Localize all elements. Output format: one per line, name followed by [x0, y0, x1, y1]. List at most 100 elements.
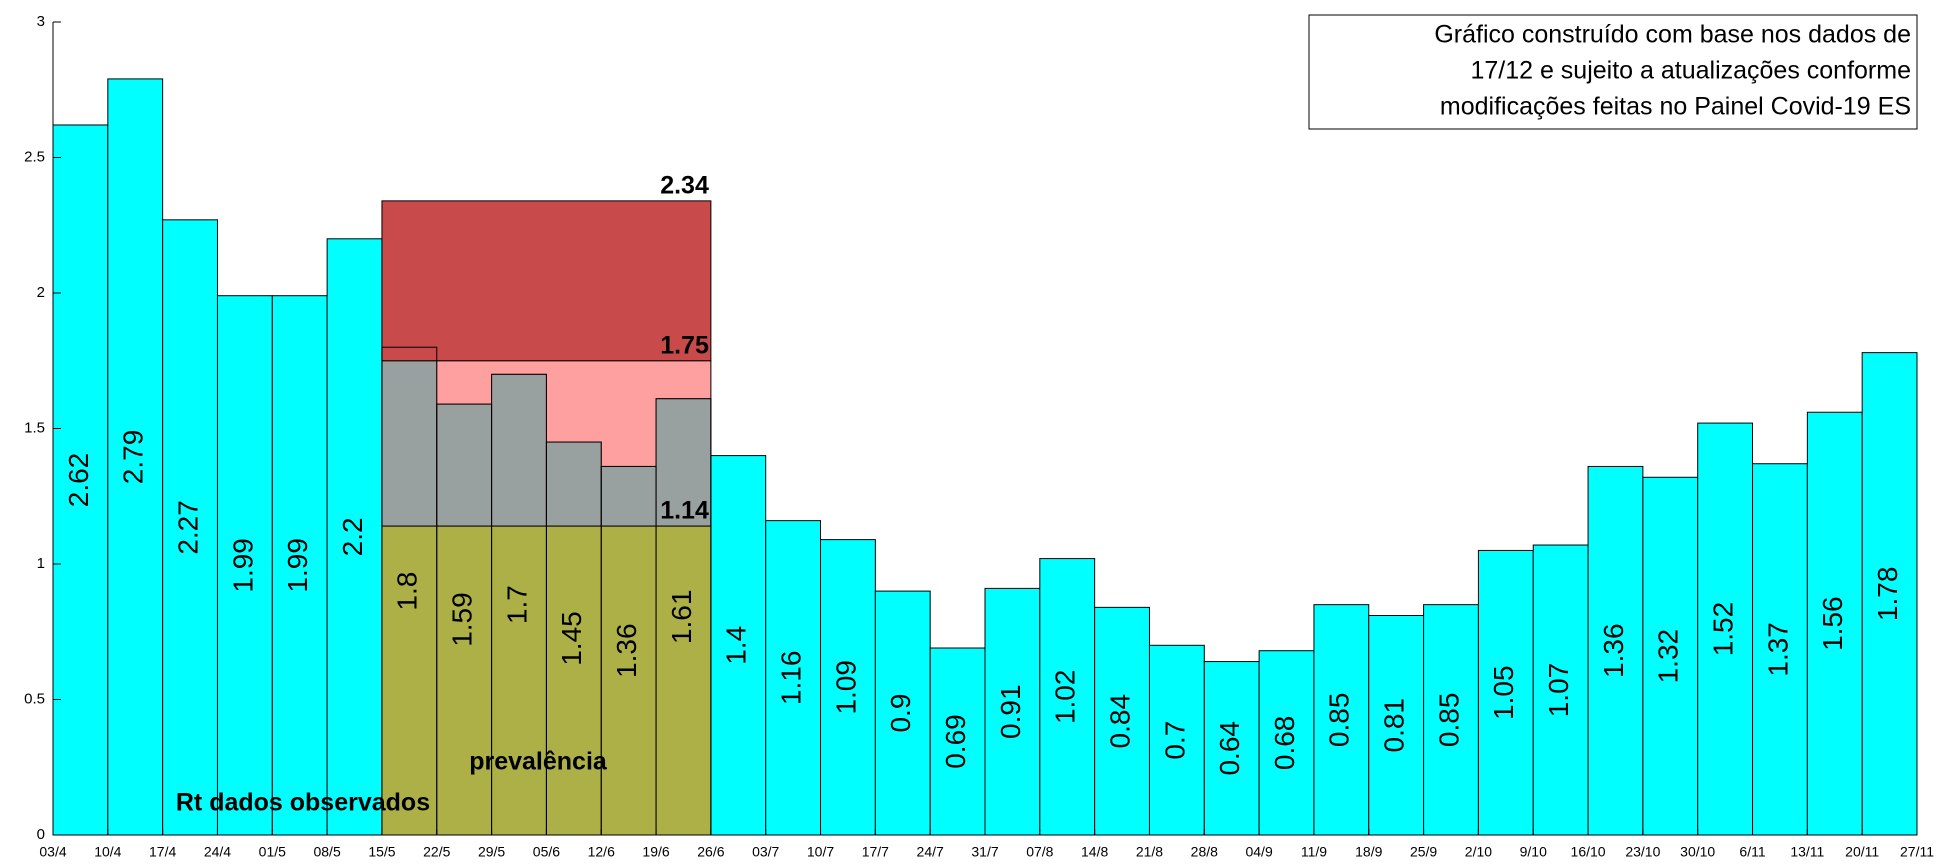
band — [381, 200, 712, 362]
x-tick-label: 15/5 — [368, 844, 395, 860]
bar — [1313, 604, 1370, 836]
x-tick-label: 2/10 — [1465, 844, 1492, 860]
value-label: 0.68 — [1269, 716, 1300, 771]
bar — [1368, 614, 1425, 836]
bar — [820, 539, 876, 836]
x-tick-label: 07/8 — [1026, 844, 1053, 860]
x-tick-label: 01/5 — [259, 844, 286, 860]
x-tick-label: 18/9 — [1355, 844, 1382, 860]
x-tick-label: 17/4 — [149, 844, 176, 860]
x-tick-label: 28/8 — [1191, 844, 1218, 860]
value-label: 1.8 — [392, 572, 423, 611]
value-label: 0.64 — [1214, 721, 1245, 776]
x-tick-label: 03/4 — [39, 844, 66, 860]
value-label: 1.07 — [1543, 663, 1574, 718]
annotation: Rt dados observados — [176, 789, 430, 817]
bar — [1094, 606, 1150, 836]
note-line: Gráfico construído com base nos dados de — [1434, 21, 1911, 49]
x-tick-label: 10/4 — [94, 844, 121, 860]
bar — [216, 295, 273, 836]
value-label: 1.36 — [611, 623, 642, 678]
band-label: 1.75 — [660, 331, 709, 359]
x-tick-label: 22/5 — [423, 844, 450, 860]
value-label: 2.62 — [63, 453, 94, 508]
x-tick-label: 03/7 — [752, 844, 779, 860]
y-tick-label: 1.5 — [24, 419, 45, 436]
bar — [1587, 465, 1644, 836]
value-label: 1.36 — [1598, 623, 1629, 678]
x-tick-label: 24/7 — [917, 844, 944, 860]
value-label: 1.02 — [1050, 670, 1081, 725]
bar — [52, 124, 109, 836]
value-label: 0.81 — [1379, 698, 1410, 753]
value-label: 1.05 — [1488, 665, 1519, 720]
value-label: 1.45 — [556, 611, 587, 666]
value-label: 0.69 — [940, 714, 971, 769]
value-label: 0.91 — [995, 684, 1026, 739]
value-label: 1.52 — [1708, 602, 1739, 657]
value-label: 1.61 — [666, 590, 697, 645]
x-tick-label: 11/9 — [1301, 844, 1327, 860]
x-tick-label: 31/7 — [971, 844, 998, 860]
y-tick-label: 2 — [37, 284, 45, 301]
value-label: 2.2 — [337, 517, 368, 556]
bar — [1697, 422, 1754, 836]
bar — [765, 520, 822, 836]
value-label: 1.99 — [227, 538, 258, 593]
band-label: 2.34 — [660, 171, 709, 199]
x-tick-label: 13/11 — [1790, 844, 1824, 860]
x-tick-label: 27/11 — [1900, 844, 1934, 860]
x-tick-label: 04/9 — [1245, 844, 1272, 860]
value-label: 1.99 — [282, 538, 313, 593]
x-tick-label: 20/11 — [1845, 844, 1879, 860]
value-label: 2.79 — [118, 430, 149, 485]
note-line: modificações feitas no Painel Covid-19 E… — [1440, 93, 1911, 121]
x-tick-label: 30/10 — [1680, 844, 1715, 860]
bar — [1861, 352, 1918, 836]
x-tick-label: 26/6 — [697, 844, 724, 860]
note-box — [1308, 14, 1918, 130]
value-label: 1.16 — [776, 651, 807, 706]
bar — [929, 647, 986, 836]
value-label: 0.84 — [1104, 694, 1135, 749]
y-tick-label: 0 — [37, 826, 45, 843]
value-label: 2.27 — [172, 500, 203, 555]
value-label: 1.78 — [1872, 567, 1903, 622]
x-tick-label: 08/5 — [313, 844, 340, 860]
value-label: 1.4 — [721, 626, 752, 665]
y-tick-label: 2.5 — [24, 148, 45, 165]
value-label: 1.32 — [1653, 629, 1684, 684]
x-tick-label: 19/6 — [642, 844, 669, 860]
value-label: 1.56 — [1817, 596, 1848, 651]
x-tick-label: 6/11 — [1739, 844, 1765, 860]
bar — [874, 590, 931, 836]
value-label: 1.37 — [1762, 622, 1793, 677]
note-line: 17/12 e sujeito a atualizações conforme — [1470, 57, 1911, 85]
bar — [1806, 411, 1863, 836]
value-label: 0.85 — [1433, 693, 1464, 748]
value-label: 1.7 — [501, 585, 532, 624]
x-tick-label: 16/10 — [1571, 844, 1606, 860]
bar — [984, 587, 1041, 836]
band-label: 1.14 — [660, 497, 709, 525]
x-tick-label: 14/8 — [1081, 844, 1108, 860]
x-tick-label: 05/6 — [533, 844, 560, 860]
x-tick-label: 23/10 — [1625, 844, 1660, 860]
bar — [162, 219, 218, 836]
annotation: prevalência — [469, 748, 608, 776]
bar — [1258, 650, 1315, 836]
value-label: 0.85 — [1324, 693, 1355, 748]
x-tick-label: 21/8 — [1136, 844, 1163, 860]
x-tick-label: 9/10 — [1520, 844, 1547, 860]
value-label: 1.59 — [447, 592, 478, 647]
x-tick-label: 17/7 — [862, 844, 889, 860]
y-tick-label: 3 — [37, 13, 45, 30]
bar — [710, 455, 767, 836]
value-label: 1.09 — [830, 660, 861, 715]
bar — [1642, 476, 1699, 836]
bar — [1039, 558, 1096, 836]
bar — [1423, 604, 1479, 836]
value-label: 0.9 — [885, 694, 916, 733]
value-label: 0.7 — [1159, 721, 1190, 760]
